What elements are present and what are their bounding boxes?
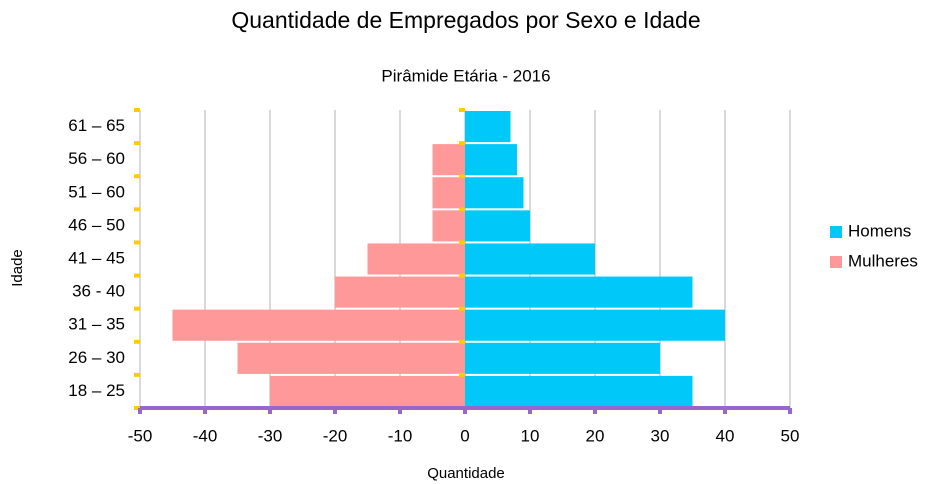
axis-tick (134, 406, 140, 410)
chart-title: Quantidade de Empregados por Sexo e Idad… (231, 7, 700, 33)
chart-subtitle: Pirâmide Etária - 2016 (381, 66, 550, 85)
bar (335, 276, 465, 308)
x-tick-label: 20 (586, 426, 605, 445)
bar (270, 375, 465, 407)
bar (465, 210, 530, 242)
axis-tick (459, 372, 465, 377)
bar (465, 276, 693, 308)
y-tick-label: 46 – 50 (68, 215, 125, 234)
axis-tick (134, 273, 140, 278)
bar (465, 144, 517, 176)
axis-tick (459, 240, 465, 245)
x-tick-label: 40 (716, 426, 735, 445)
x-tick-label: 0 (460, 426, 469, 445)
axis-tick (134, 207, 140, 212)
axis-tick (459, 306, 465, 311)
axis-tick (134, 141, 140, 146)
y-tick-label: 26 – 30 (68, 348, 125, 367)
bar (465, 243, 595, 275)
x-tick-label: 30 (651, 426, 670, 445)
axis-tick (134, 108, 140, 112)
y-tick-label: 56 – 60 (68, 149, 125, 168)
bar (432, 144, 465, 176)
x-tick-label: -40 (193, 426, 218, 445)
bar (465, 111, 511, 143)
x-axis-label: Quantidade (427, 465, 505, 482)
bar (172, 309, 465, 341)
bar (432, 210, 465, 242)
x-tick-label: -30 (258, 426, 283, 445)
y-tick-label: 31 – 35 (68, 315, 125, 334)
legend-label: Mulheres (848, 251, 918, 270)
bar (367, 243, 465, 275)
y-tick-label: 41 – 45 (68, 248, 125, 267)
axis-tick (459, 174, 465, 179)
bar (432, 177, 465, 209)
bar (237, 342, 465, 374)
axis-tick (134, 240, 140, 245)
axis-tick (459, 207, 465, 212)
y-tick-label: 36 - 40 (72, 282, 125, 301)
x-tick-label: 50 (781, 426, 800, 445)
bar (465, 177, 524, 209)
x-tick-label: 10 (521, 426, 540, 445)
legend-label: Homens (848, 221, 911, 240)
axis-tick (459, 273, 465, 278)
legend-swatch (830, 256, 842, 268)
axis-tick (134, 372, 140, 377)
bar (465, 342, 660, 374)
x-tick-label: -10 (388, 426, 413, 445)
legend-swatch (830, 226, 842, 238)
axis-tick (459, 141, 465, 146)
bar (465, 309, 725, 341)
y-tick-label: 18 – 25 (68, 381, 125, 400)
axis-tick (134, 174, 140, 179)
y-axis-label: Idade (9, 249, 26, 287)
axis-tick (459, 108, 465, 112)
y-tick-label: 61 – 65 (68, 116, 125, 135)
x-tick-label: -20 (323, 426, 348, 445)
bar (465, 375, 693, 407)
x-tick-label: -50 (128, 426, 153, 445)
axis-tick (134, 339, 140, 344)
axis-tick (459, 339, 465, 344)
y-tick-label: 51 – 60 (68, 182, 125, 201)
axis-tick (134, 306, 140, 311)
